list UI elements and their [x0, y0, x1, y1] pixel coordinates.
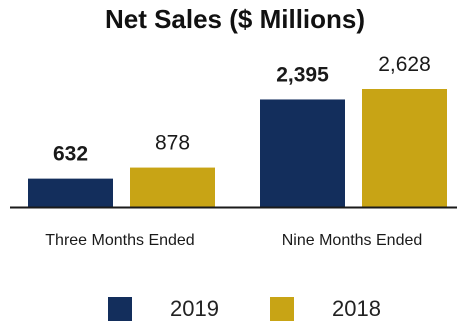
legend-item-2018: 2018 — [270, 296, 381, 322]
legend-label-2018: 2018 — [332, 296, 381, 321]
bar-2018-three-months — [130, 167, 215, 207]
legend-item-2019: 2019 — [108, 296, 219, 322]
bar-2019-three-months — [28, 178, 113, 207]
category-label-three-months: Three Months Ended — [45, 232, 194, 249]
chart-title: Net Sales ($ Millions) — [104, 4, 366, 34]
data-label-2018-three-months: 878 — [155, 132, 190, 155]
bar-2018-nine-months — [362, 89, 447, 207]
data-label-2018-nine-months: 2,628 — [378, 53, 431, 76]
data-label-2019-nine-months: 2,395 — [276, 63, 329, 86]
bar-2019-nine-months — [260, 99, 345, 207]
bar-chart: 632 878 Three Months Ended 2,395 2,628 Nine M… — [10, 53, 457, 249]
data-label-2019-three-months: 632 — [53, 143, 88, 166]
legend-swatch-2019 — [108, 297, 132, 321]
legend-swatch-2018 — [270, 297, 294, 321]
category-label-nine-months: Nine Months Ended — [282, 232, 423, 249]
legend: 2019 2018 — [0, 296, 470, 324]
legend-label-2019: 2019 — [170, 296, 219, 321]
